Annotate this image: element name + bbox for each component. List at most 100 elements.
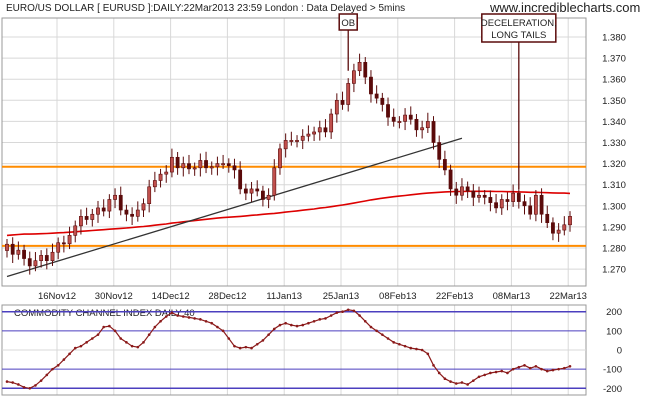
price-tick-label: 1.380 [602,32,626,43]
candle-body [522,201,527,207]
candle [90,208,95,227]
cci-point [324,317,327,320]
candle [266,188,271,209]
cci-point [449,380,452,383]
candle-body [289,140,294,142]
candle [499,194,504,215]
candle-body [357,62,362,72]
date-tick-label: 16Nov12 [38,291,76,302]
cci-point [136,345,140,349]
cci-point [358,314,361,317]
cci-point [466,383,469,386]
candle-body [568,216,572,226]
date-tick-label: 28Dec12 [208,291,246,302]
cci-point [73,346,77,350]
candle-body [84,216,89,220]
candle [539,188,544,223]
cci-point [199,318,202,321]
candle [528,197,533,220]
cci-point [295,324,299,328]
candle-body [261,190,265,200]
cci-tick-label: -200 [603,384,622,395]
candle [22,244,26,266]
cci-point [11,381,14,384]
candle [249,181,254,202]
candle [101,199,106,217]
candle [152,171,157,193]
candle-body [192,167,197,170]
grid-lines [2,18,586,395]
cci-point [460,381,464,384]
date-tick-label: 11Jan13 [266,291,302,302]
candle-body [10,243,15,255]
cci-point [130,344,134,348]
cci-point [307,321,310,325]
price-tick-label: 1.330 [602,138,626,149]
cci-point [545,369,549,373]
candle-body [79,216,83,227]
candle-body [50,251,55,261]
candle [425,112,430,134]
cci-point [204,319,208,323]
candle [300,129,305,150]
candle-body [442,159,447,171]
candle [215,156,220,176]
candle [505,192,510,211]
candle [10,237,15,263]
trendline [6,137,463,278]
candle [306,125,311,142]
candle-body [215,163,220,168]
candle [369,70,373,103]
candle-body [209,166,214,169]
candle-body [27,258,32,267]
candle [482,189,487,205]
annotation: DECELERATION,LONG TAILS [481,13,557,189]
cci-point [312,319,316,323]
price-tick-label: 1.370 [602,54,626,65]
candle-body [551,222,555,234]
candle [545,205,550,228]
candle [39,250,44,268]
candle-body [141,203,146,211]
cci-point [494,370,498,374]
cci-point [102,325,105,329]
candle-body [329,113,334,133]
cci-point [341,310,344,314]
candle [516,187,521,209]
candle [551,217,555,241]
price-tick-label: 1.310 [602,180,626,191]
date-tick-label: 08Mar13 [493,291,531,302]
candle-body [369,76,373,95]
candle [192,162,197,176]
candle-body [351,70,356,84]
cci-point [420,348,424,352]
cci-point [557,367,560,371]
candle-body [488,197,493,203]
candle-body [511,192,516,202]
cci-point [221,329,225,333]
cci-point [147,333,151,336]
cci-point [5,380,9,383]
candle [460,178,464,201]
candle-body [516,192,521,202]
price-y-ticks: 1.270 1.280 1.290 1.300 1.310 1.320 1.330 1.340… [602,32,626,275]
cci-tick-label: 0 [617,346,622,357]
annotation: OB [338,13,358,71]
candle-body [152,180,157,188]
candle-body [499,199,504,209]
candle-body [477,194,481,198]
candle-body [198,160,203,169]
candle [511,184,516,207]
candles [5,53,572,275]
candle [164,165,169,183]
cci-point [244,345,248,349]
candle [437,135,442,169]
cci-point [28,386,32,390]
cci-point [51,367,54,371]
candle-body [431,121,436,143]
candle [107,194,112,219]
cci-point [68,352,71,356]
candle [488,190,493,212]
cci-point [568,364,572,368]
candle [471,184,476,207]
